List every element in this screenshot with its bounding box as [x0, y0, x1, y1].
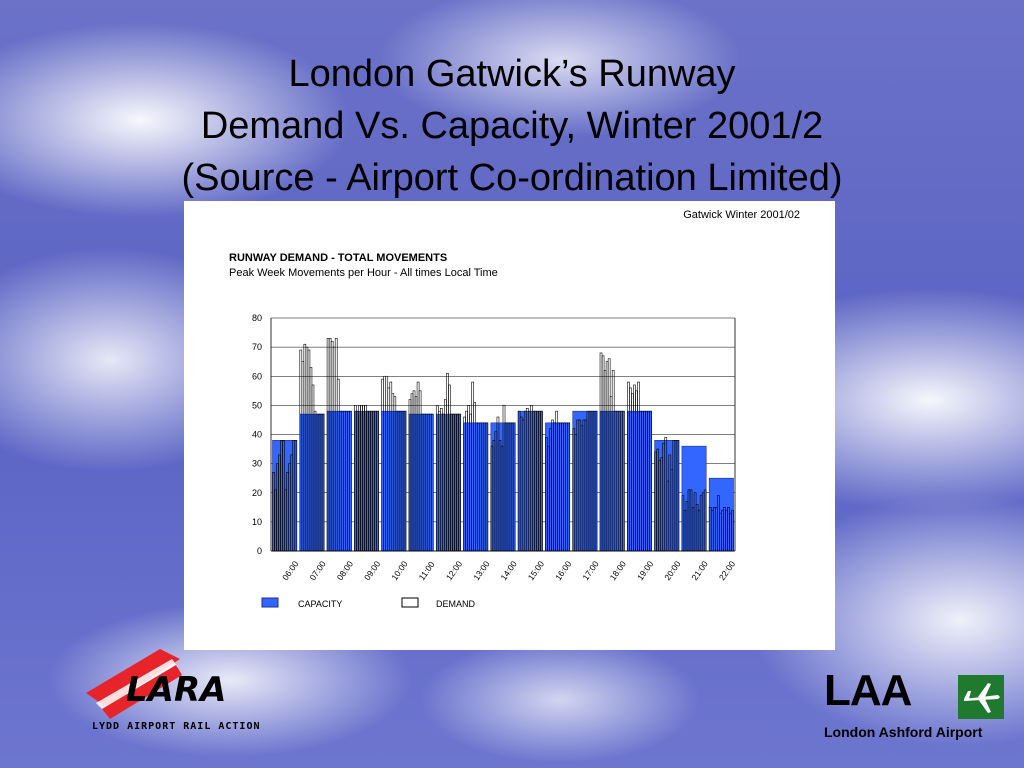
x-tick-label: 19:00 — [635, 559, 656, 582]
y-tick-label: 40 — [252, 430, 262, 440]
x-tick-label: 15:00 — [526, 559, 547, 582]
slide-title: London Gatwick’s Runway Demand Vs. Capac… — [0, 48, 1024, 204]
x-tick-label: 20:00 — [662, 559, 683, 582]
x-tick-label: 13:00 — [471, 559, 492, 582]
y-tick-label: 20 — [252, 488, 262, 498]
y-tick-label: 60 — [252, 371, 262, 381]
x-tick-label: 22:00 — [717, 559, 738, 582]
lara-logo-mark: LARA — [86, 649, 226, 719]
legend-capacity-swatch — [261, 597, 279, 608]
lara-caption: LYDD AIRPORT RAIL ACTION — [92, 721, 261, 732]
laa-name: London Ashford Airport — [824, 724, 983, 740]
runway-demand-chart: Gatwick Winter 2001/02 RUNWAY DEMAND - T… — [229, 209, 800, 609]
y-tick-label: 0 — [257, 546, 262, 556]
lara-wordmark: LARA — [126, 670, 226, 710]
laa-plane-box — [958, 675, 1004, 719]
x-tick-label: 14:00 — [498, 559, 519, 582]
y-tick-label: 10 — [252, 517, 262, 527]
x-tick-label: 08:00 — [335, 559, 356, 582]
chart-legend: CAPACITY DEMAND — [261, 597, 476, 609]
x-tick-label: 06:00 — [280, 559, 301, 582]
chart-title: RUNWAY DEMAND - TOTAL MOVEMENTS — [229, 252, 447, 264]
x-tick-label: 07:00 — [307, 559, 328, 582]
title-line-1: London Gatwick’s Runway — [288, 53, 736, 95]
x-tick-label: 11:00 — [417, 559, 437, 582]
lara-logo: LARA LYDD AIRPORT RAIL ACTION — [82, 645, 262, 745]
y-tick-label: 70 — [252, 342, 262, 352]
x-tick-label: 21:00 — [690, 559, 711, 582]
x-tick-label: 18:00 — [608, 559, 629, 582]
chart-subtitle: Peak Week Movements per Hour - All times… — [229, 267, 498, 279]
laa-logo: LAA London Ashford Airport — [824, 666, 1006, 752]
title-line-3: (Source - Airport Co-ordination Limited) — [181, 157, 843, 199]
chart-panel: Gatwick Winter 2001/02 RUNWAY DEMAND - T… — [184, 201, 835, 650]
legend-demand-swatch — [401, 597, 419, 608]
x-tick-label: 17:00 — [580, 559, 601, 582]
chart-corner-label: Gatwick Winter 2001/02 — [683, 209, 800, 221]
legend-capacity-label: CAPACITY — [298, 599, 342, 609]
legend-demand-label: DEMAND — [436, 599, 476, 609]
y-tick-label: 80 — [252, 313, 262, 323]
laa-letters: LAA — [824, 666, 912, 715]
y-tick-label: 30 — [252, 459, 262, 469]
x-tick-label: 16:00 — [553, 559, 574, 582]
title-line-2: Demand Vs. Capacity, Winter 2001/2 — [200, 105, 824, 147]
plane-icon — [964, 683, 1000, 713]
x-tick-label: 09:00 — [362, 559, 383, 582]
x-tick-label: 12:00 — [444, 559, 465, 582]
x-tick-label: 10:00 — [389, 559, 410, 582]
y-tick-label: 50 — [252, 400, 262, 410]
